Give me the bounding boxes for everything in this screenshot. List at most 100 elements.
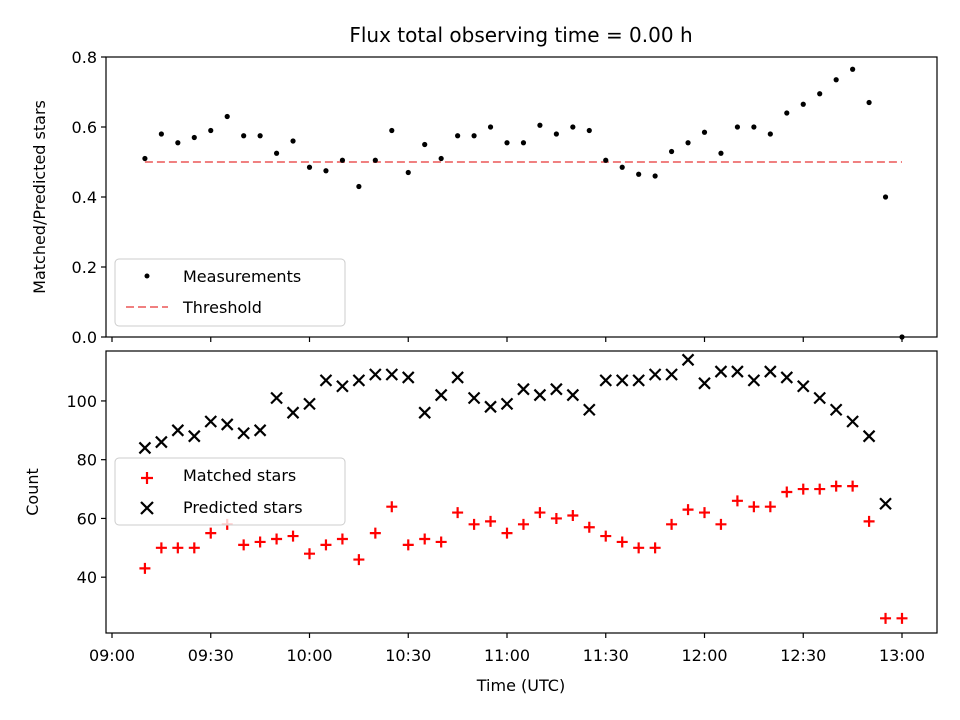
matched-stars-point	[517, 518, 529, 530]
predicted-stars-point	[829, 403, 843, 417]
matched-stars-point	[468, 518, 480, 530]
bottom-legend-frame	[114, 457, 346, 526]
matched-stars-point	[797, 483, 809, 495]
measurement-point	[882, 194, 889, 200]
top-y-tick-label: 0.6	[72, 118, 97, 137]
matched-stars-point	[419, 533, 431, 545]
matched-stars-point	[501, 527, 513, 539]
predicted-stars-point	[862, 429, 876, 443]
predicted-stars-point	[566, 388, 580, 402]
top-y-tick-label: 0.0	[72, 328, 97, 347]
top-panel: 0.00.20.40.60.8 Matched/Predicted stars …	[30, 48, 938, 347]
predicted-stars-point	[796, 379, 810, 393]
measurement-point	[701, 129, 708, 135]
measurement-point	[273, 150, 280, 156]
predicted-stars-point	[418, 406, 431, 419]
measurement-point	[833, 77, 839, 83]
measurement-point	[455, 133, 461, 139]
matched-stars-point	[238, 539, 250, 551]
predicted-stars-point	[632, 374, 645, 387]
matched-stars-point	[731, 495, 743, 507]
measurement-point	[142, 155, 148, 162]
matched-stars-point	[402, 539, 414, 551]
x-tick-label: 12:00	[681, 646, 727, 665]
measurement-point	[603, 157, 609, 163]
measurement-point	[405, 169, 411, 176]
bottom-y-axis-label: Count	[23, 468, 42, 516]
bottom-panel: 40 60 80 100 09:00 09:30 10:00 10:30 11:00 11:30…	[23, 350, 938, 695]
bottom-y-tick-label: 100	[66, 392, 97, 411]
predicted-stars-point	[385, 368, 399, 381]
measurement-point	[685, 140, 691, 146]
predicted-stars-point	[352, 374, 366, 387]
measurement-point	[767, 131, 773, 137]
bottom-y-tick-label: 40	[77, 568, 97, 587]
measurement-point	[850, 66, 856, 72]
matched-stars-point	[550, 512, 562, 524]
measurement-point	[668, 148, 675, 155]
matched-stars-point	[304, 548, 315, 560]
measurement-point	[438, 155, 444, 162]
predicted-stars-point	[401, 371, 415, 384]
matched-stars-point	[896, 612, 908, 624]
matched-stars-point	[600, 530, 612, 542]
predicted-stars-point	[813, 391, 826, 405]
measurement-point	[800, 101, 806, 107]
matched-stars-point	[369, 527, 381, 539]
matched-stars-point	[435, 536, 447, 548]
x-tick-label: 10:00	[286, 646, 332, 665]
measurement-point	[553, 131, 559, 137]
bottom-y-axis: 40 60 80 100	[66, 392, 106, 587]
measurement-point	[290, 138, 296, 144]
predicted-stars-point	[846, 415, 859, 428]
bottom-y-tick-label: 80	[77, 451, 97, 470]
measurement-point	[537, 122, 543, 128]
x-tick-label: 11:30	[583, 646, 629, 665]
matched-stars-point	[633, 542, 645, 554]
measurement-point	[372, 157, 378, 163]
bottom-y-tick-label: 60	[77, 509, 97, 528]
top-y-tick-label: 0.4	[72, 188, 97, 207]
matched-stars-point	[172, 542, 184, 554]
predicted-stars-point	[879, 497, 892, 511]
measurement-point	[718, 150, 724, 156]
predicted-stars-point	[204, 415, 218, 428]
measurement-point	[652, 173, 658, 179]
matched-stars-point	[764, 501, 776, 513]
matched-stars-point	[616, 536, 628, 548]
predicted-stars-point	[286, 406, 300, 419]
matched-stars-point	[567, 510, 579, 521]
legend-label-predicted-stars: Predicted stars	[183, 498, 303, 517]
matched-stars-point	[847, 480, 859, 492]
measurement-point	[191, 134, 197, 141]
predicted-stars-point	[500, 397, 514, 411]
matched-stars-point	[336, 533, 348, 545]
predicted-stars-point	[253, 424, 267, 437]
matched-stars-point	[188, 542, 200, 554]
predicted-stars-point	[270, 391, 283, 405]
legend-marker-predicted-stars	[140, 501, 154, 515]
predicted-stars-point	[237, 426, 250, 440]
matched-stars-point	[139, 562, 151, 574]
matched-stars-point	[534, 507, 546, 519]
top-x-axis	[111, 337, 903, 342]
measurement-point	[208, 127, 214, 134]
matched-stars-point	[155, 542, 167, 554]
predicted-stars-point	[583, 403, 596, 417]
predicted-stars-point	[747, 374, 761, 387]
x-tick-label: 09:30	[188, 646, 234, 665]
measurement-point	[224, 113, 230, 120]
matched-stars-point	[748, 501, 760, 513]
legend-marker-matched-stars	[141, 472, 153, 484]
matched-stars-point	[485, 515, 497, 527]
top-y-axis: 0.0 0.2 0.4 0.6 0.8	[72, 48, 106, 347]
measurement-point	[241, 133, 247, 139]
matched-stars-point	[386, 501, 398, 513]
predicted-stars-point	[138, 441, 152, 455]
measurement-point	[339, 157, 346, 163]
matched-stars-point	[452, 507, 464, 519]
measurement-point	[487, 124, 494, 130]
legend-label-measurements: Measurements	[183, 267, 301, 286]
measurement-point	[422, 141, 428, 148]
